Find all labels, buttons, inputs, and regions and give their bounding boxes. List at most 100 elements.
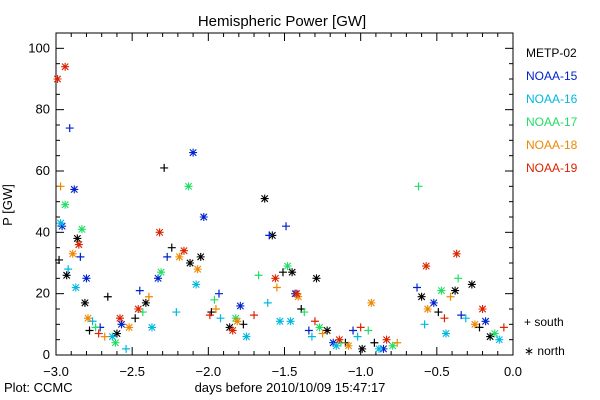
data-point-south <box>250 311 259 320</box>
data-point-north <box>157 268 166 277</box>
x-tick-label: 0.0 <box>504 364 522 379</box>
data-point-south <box>272 283 281 292</box>
y-tick-label: 20 <box>36 286 50 301</box>
y-tick-label: 60 <box>36 163 50 178</box>
data-point-south <box>454 274 463 283</box>
data-point-south <box>318 329 327 338</box>
data-point-north <box>236 301 245 310</box>
data-point-south <box>56 182 65 191</box>
data-point-north <box>196 252 205 261</box>
data-point-south <box>263 298 272 307</box>
data-point-north <box>186 259 195 267</box>
data-point-south <box>440 314 449 323</box>
data-point-south <box>100 332 109 341</box>
data-point-north <box>199 213 208 221</box>
data-point-north <box>452 249 461 258</box>
data-point-north <box>294 292 303 301</box>
data-point-south <box>138 308 147 317</box>
data-point-south <box>163 252 172 261</box>
data-point-north <box>56 219 65 228</box>
data-point-north <box>141 298 150 307</box>
data-point-north <box>441 329 450 338</box>
x-tick-label: −0.5 <box>424 364 450 379</box>
data-point-north <box>53 75 62 83</box>
data-point-south <box>211 305 220 313</box>
data-point-south <box>160 163 169 172</box>
data-point-south <box>364 326 373 335</box>
data-point-north <box>71 283 80 292</box>
data-point-north <box>374 344 383 353</box>
data-point-north <box>490 329 499 338</box>
y-tick-label: 0 <box>43 347 50 362</box>
data-point-north <box>111 338 120 347</box>
data-point-south <box>55 255 64 264</box>
data-point-north <box>155 228 164 237</box>
x-tick-label: −1.5 <box>272 364 298 379</box>
y-tick-label: 100 <box>28 40 50 55</box>
data-point-south <box>300 308 309 317</box>
data-point-north <box>147 323 156 332</box>
data-point-north <box>271 274 280 283</box>
x-tick-label: −1.0 <box>348 364 374 379</box>
data-point-south <box>85 326 94 335</box>
data-point-south <box>370 338 379 347</box>
data-point-north <box>437 286 446 295</box>
data-point-north <box>467 280 476 289</box>
hemisphere-legend: + south ∗ north <box>524 315 565 358</box>
data-point-north <box>134 305 143 313</box>
data-point-north <box>481 317 490 326</box>
data-point-south <box>414 182 423 191</box>
data-point-south <box>144 292 153 301</box>
data-point-north <box>486 332 495 341</box>
legend-entry: NOAA-19 <box>526 161 578 175</box>
y-axis-tick-labels: 0 20 40 60 80 100 <box>28 40 50 362</box>
data-point-north <box>77 225 86 234</box>
data-point-north <box>367 298 376 307</box>
data-point-north <box>323 326 332 335</box>
data-point-north <box>61 200 70 209</box>
data-point-north <box>288 268 297 277</box>
data-point-south <box>131 314 140 323</box>
data-point-north <box>242 332 251 341</box>
data-point-north <box>62 271 71 280</box>
data-point-south <box>349 326 358 335</box>
data-point-south <box>457 311 466 320</box>
data-point-north <box>108 332 117 341</box>
data-point-north <box>68 249 77 258</box>
data-point-south <box>254 271 263 280</box>
data-point-north <box>80 298 89 307</box>
hemisphere-legend-entry: + south <box>524 315 564 329</box>
data-point-north <box>189 148 198 157</box>
legend-entry: NOAA-18 <box>526 138 578 152</box>
data-point-north <box>82 274 91 283</box>
data-point-north <box>192 280 201 289</box>
data-point-south <box>393 338 402 347</box>
data-point-south <box>122 344 131 353</box>
data-point-north <box>175 252 184 261</box>
data-point-north <box>451 286 460 295</box>
x-tick-label: −2.0 <box>195 364 221 379</box>
data-point-south <box>461 314 470 323</box>
x-axis-tick-labels: −3.0 −2.5 −2.0 −1.5 −1.0 −0.5 0.0 <box>43 364 522 379</box>
data-point-south <box>64 265 73 274</box>
data-point-south <box>265 231 274 240</box>
data-point-south <box>353 332 362 341</box>
data-point-north <box>286 317 295 326</box>
legend-entry: NOAA-15 <box>526 69 578 83</box>
y-tick-label: 80 <box>36 102 50 117</box>
data-point-south <box>356 323 365 332</box>
data-point-south <box>307 332 316 341</box>
data-point-north <box>344 341 353 350</box>
data-point-north <box>193 265 202 274</box>
data-point-south <box>172 308 181 317</box>
data-point-north <box>112 329 121 338</box>
data-point-north <box>231 314 240 323</box>
data-point-north <box>478 305 487 313</box>
legend: METP-02 NOAA-15 NOAA-16 NOAA-17 NOAA-18 NOAA-… <box>526 46 578 175</box>
data-point-south <box>167 243 176 252</box>
data-point-north <box>233 317 242 326</box>
data-point-north <box>70 185 79 194</box>
data-point-south <box>420 320 429 329</box>
x-axis-label: days before 2010/10/09 15:47:17 <box>195 380 386 395</box>
data-point-south <box>205 311 214 320</box>
